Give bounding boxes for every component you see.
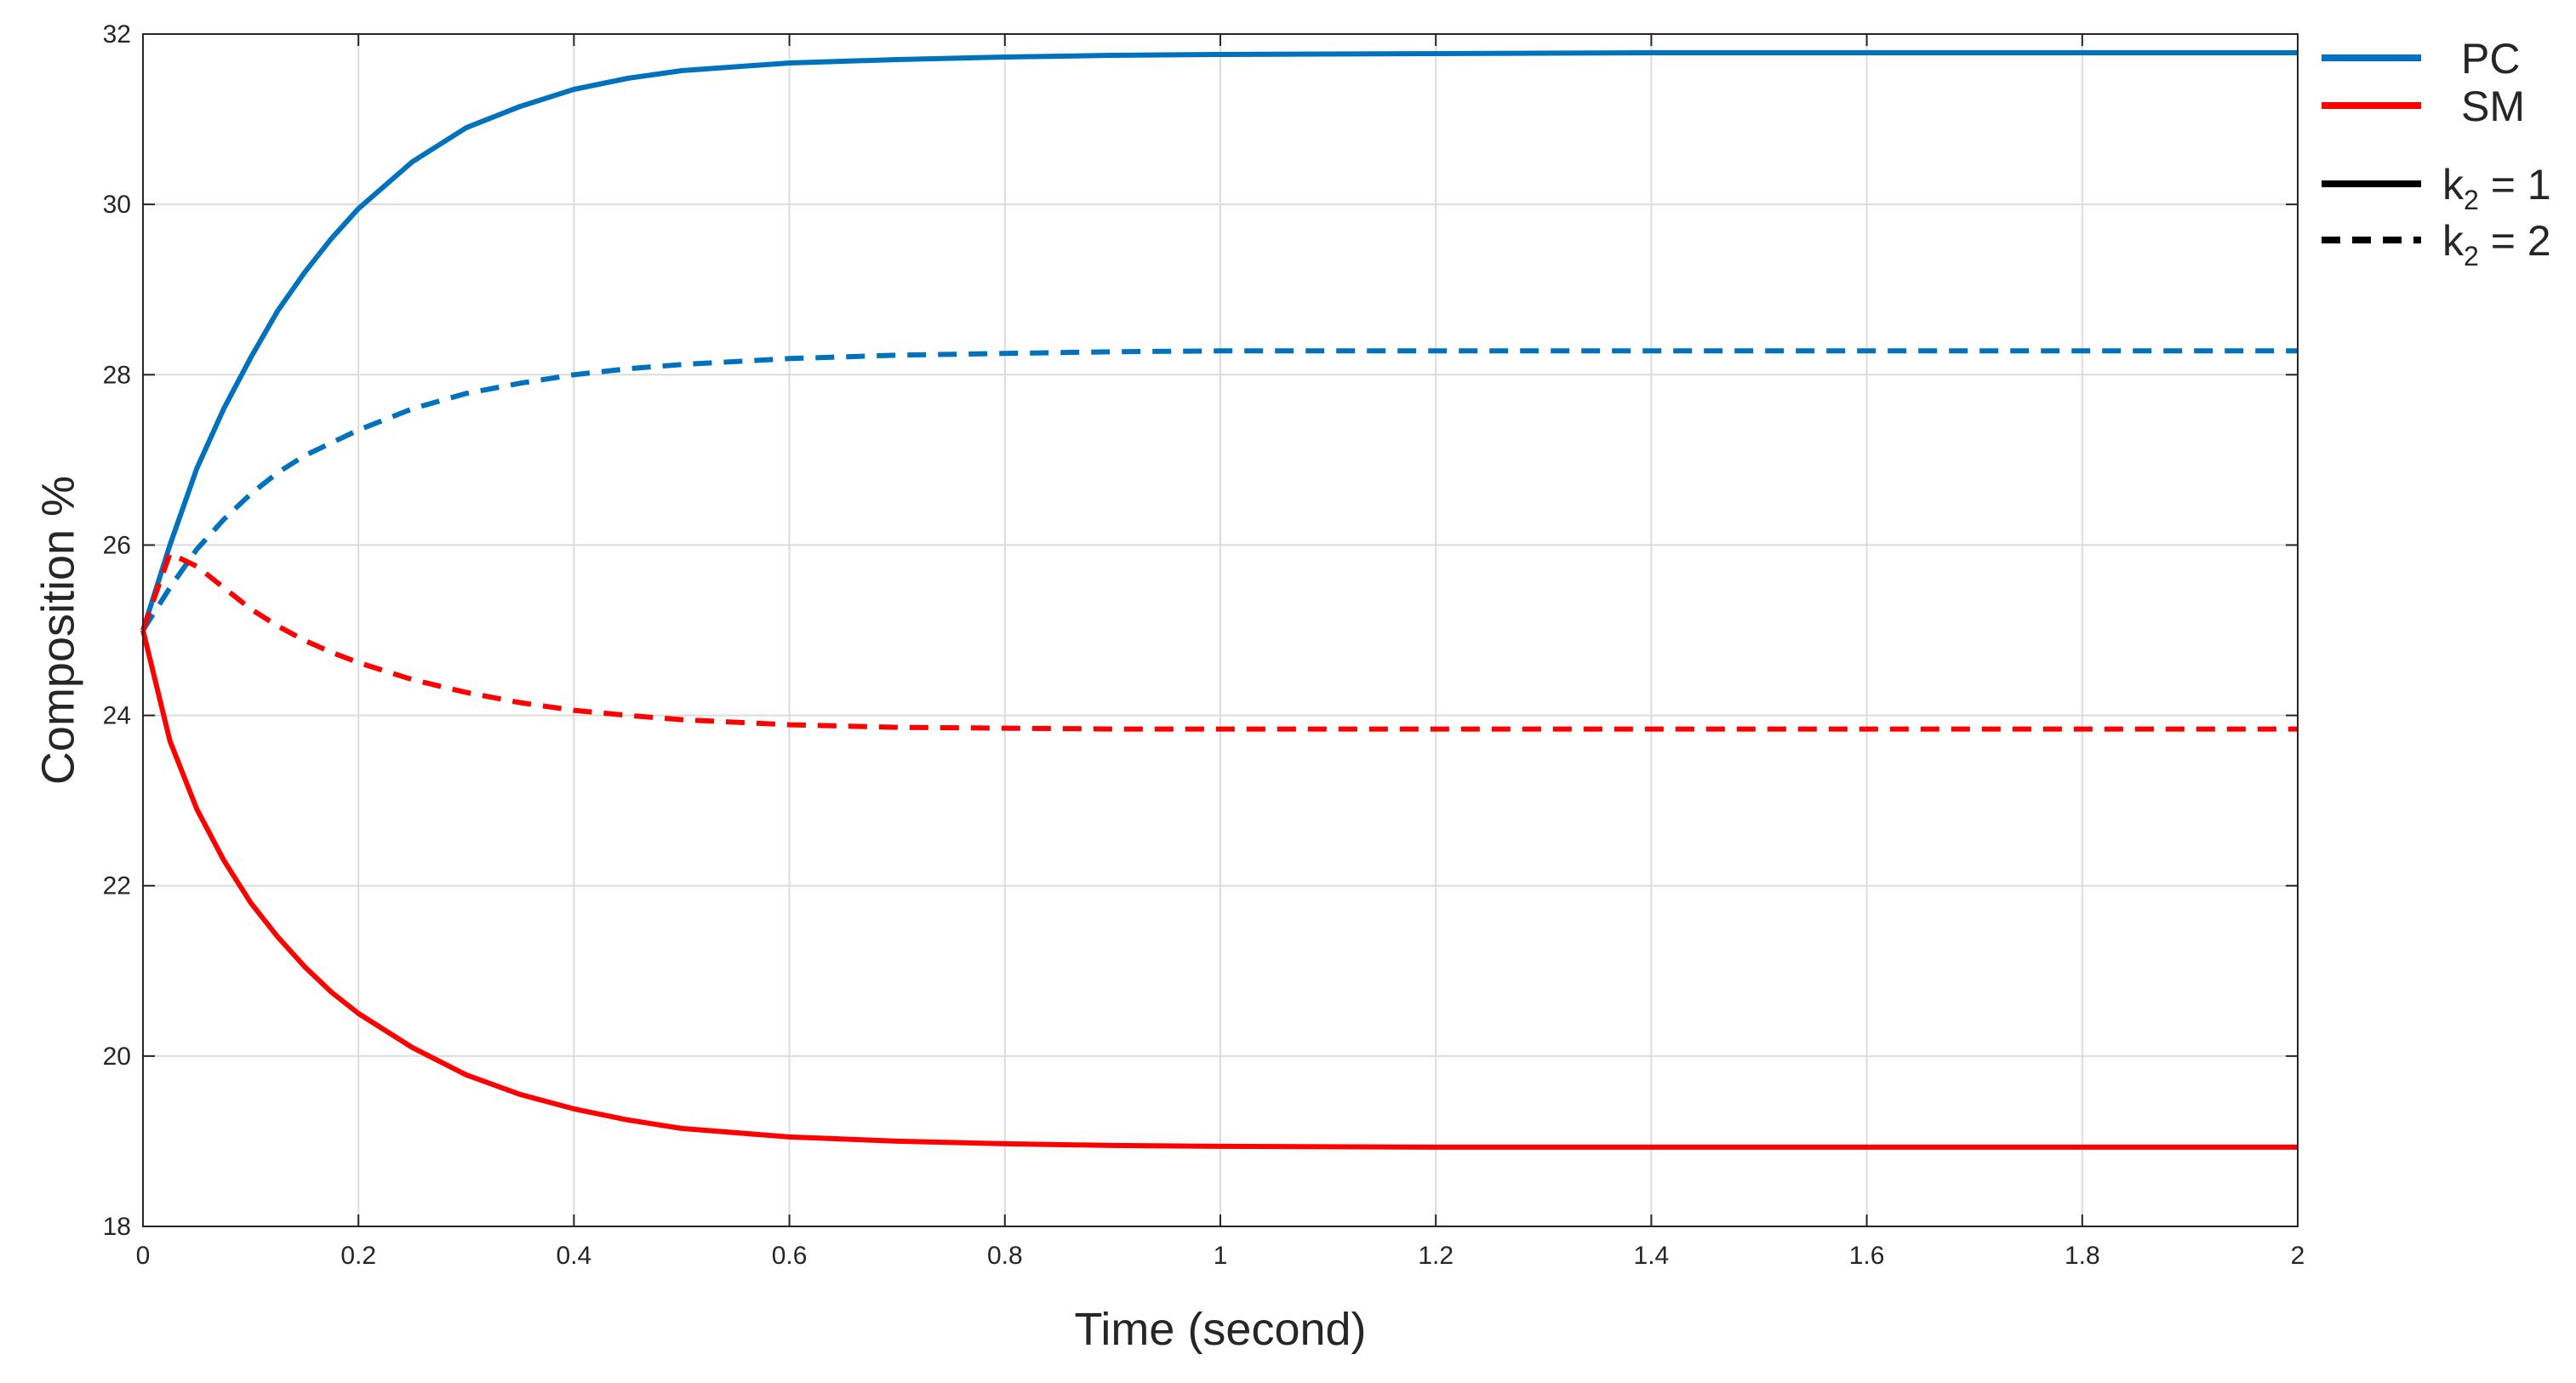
legend-label-rest: = 1 (2479, 161, 2551, 209)
axis-ticks: 0 0.2 0.4 0.6 0.8 1 1.2 1.4 1.6 1.8 2 18 20 22 24 26 28 3… (103, 20, 2305, 1270)
x-axis-label: Time (second) (1074, 1304, 1366, 1355)
x-tick-label: 0 (136, 1242, 151, 1270)
x-tick-label: 1 (1214, 1242, 1228, 1270)
legend-label-k2-solid: k2 = 1 (2442, 161, 2551, 215)
legend-label-k2-dashed: k2 = 2 (2442, 217, 2551, 271)
x-tick-label: 2 (2291, 1242, 2305, 1270)
y-tick-label: 18 (103, 1213, 131, 1241)
grid (142, 33, 2299, 1227)
y-axis-label: Composition % (32, 476, 83, 785)
series-line-sm-k2-2 (140, 551, 2298, 732)
y-tick-label: 24 (103, 702, 131, 730)
legend-label-base: k (2442, 217, 2465, 265)
x-tick-label: 1.8 (2065, 1242, 2100, 1270)
y-tick-label: 26 (103, 531, 131, 559)
x-tick-label: 0.8 (987, 1242, 1023, 1270)
series-line-sm-k2-1 (140, 629, 2298, 1150)
y-tick-label: 22 (103, 872, 131, 900)
legend-label-rest: = 2 (2479, 217, 2551, 265)
series-line-pc-k2-2 (140, 348, 2298, 632)
y-tick-label: 32 (103, 20, 131, 49)
legend-label-base: k (2442, 161, 2465, 209)
x-tick-label: 0.6 (772, 1242, 808, 1270)
legend-label-subscript: 2 (2464, 241, 2479, 271)
x-tick-label: 1.6 (1849, 1242, 1885, 1270)
y-tick-label: 20 (103, 1043, 131, 1071)
legend-label-subscript: 2 (2464, 185, 2479, 215)
legend-label-pc: PC (2461, 35, 2520, 83)
legend-label-sm: SM (2461, 83, 2525, 130)
x-tick-label: 1.2 (1418, 1242, 1454, 1270)
series-line-pc-k2-1 (140, 50, 2298, 631)
x-tick-label: 0.2 (340, 1242, 376, 1270)
series-lines (140, 50, 2298, 1150)
y-tick-label: 30 (103, 191, 131, 219)
y-tick-label: 28 (103, 361, 131, 389)
x-tick-label: 1.4 (1634, 1242, 1670, 1270)
x-tick-label: 0.4 (557, 1242, 592, 1270)
